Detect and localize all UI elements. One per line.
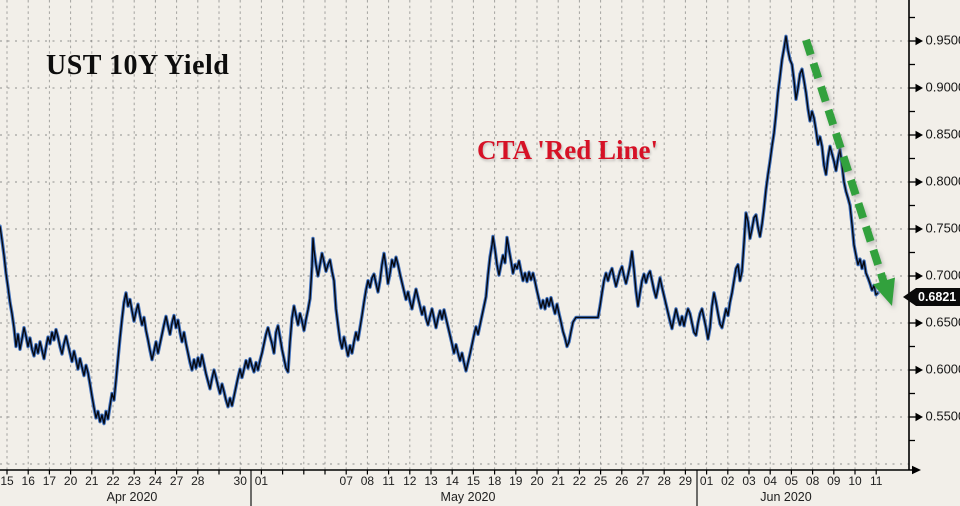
x-day-label: 26 [615, 474, 629, 488]
tick-arrow-icon [915, 36, 923, 46]
month-label: Jun 2020 [760, 490, 811, 504]
tick-arrow-icon [915, 177, 923, 187]
x-day-label: 23 [128, 474, 142, 488]
last-price-badge: 0.6821 [903, 288, 960, 306]
month-label: Apr 2020 [107, 490, 158, 504]
tick-arrow-icon [915, 271, 923, 281]
yield-series [0, 34, 880, 426]
x-day-label: 04 [764, 474, 778, 488]
tick-arrow-icon [915, 83, 923, 93]
axes [0, 0, 921, 475]
tick-arrow-icon [915, 224, 923, 234]
x-day-label: 10 [848, 474, 862, 488]
x-day-label: 17 [43, 474, 57, 488]
x-day-label: 30 [234, 474, 248, 488]
x-day-label: 15 [0, 474, 14, 488]
x-day-label: 21 [85, 474, 99, 488]
x-day-label: 27 [636, 474, 650, 488]
x-day-label: 22 [106, 474, 120, 488]
x-day-label: 12 [403, 474, 417, 488]
x-day-label: 25 [594, 474, 608, 488]
x-day-label: 18 [488, 474, 502, 488]
x-day-label: 28 [191, 474, 205, 488]
x-day-label: 16 [22, 474, 36, 488]
y-tick-label: 0.5500 [926, 408, 960, 423]
x-day-label: 20 [530, 474, 544, 488]
x-day-label: 24 [149, 474, 163, 488]
x-day-label: 11 [382, 474, 395, 488]
x-day-label: 29 [679, 474, 693, 488]
x-axis-labels: 15 16 17 20 21 22 23 24 27 28 30 01 07 08 11 12 13 14 15 18… [0, 470, 883, 506]
x-axis-arrow-icon [912, 465, 921, 475]
x-day-label: 19 [509, 474, 523, 488]
x-day-label: 27 [170, 474, 184, 488]
chart-title: UST 10Y Yield [46, 50, 230, 81]
cta-red-line-label: CTA 'Red Line' [477, 135, 659, 165]
x-day-label: 07 [340, 474, 354, 488]
tick-arrow-icon [915, 130, 923, 140]
x-day-label: 13 [424, 474, 438, 488]
x-day-label: 14 [446, 474, 460, 488]
x-day-label: 08 [806, 474, 820, 488]
tick-arrow-icon [915, 365, 923, 375]
x-day-label: 15 [467, 474, 481, 488]
x-day-label: 09 [827, 474, 841, 488]
x-day-label: 03 [742, 474, 756, 488]
month-label: May 2020 [441, 490, 496, 504]
x-day-label: 02 [721, 474, 735, 488]
green-down-arrow [802, 38, 895, 306]
x-day-label: 08 [361, 474, 375, 488]
horizontal-gridlines [0, 40, 909, 465]
x-day-label: 21 [552, 474, 566, 488]
x-day-label: 01 [700, 474, 714, 488]
x-day-label: 01 [255, 474, 269, 488]
tick-arrow-icon [915, 412, 923, 422]
x-day-label: 20 [64, 474, 78, 488]
x-day-label: 05 [785, 474, 799, 488]
tick-arrow-icon [915, 318, 923, 328]
vertical-gridlines [6, 0, 877, 470]
x-day-label: 28 [658, 474, 672, 488]
x-day-label: 11 [870, 474, 883, 488]
x-day-label: 22 [573, 474, 587, 488]
